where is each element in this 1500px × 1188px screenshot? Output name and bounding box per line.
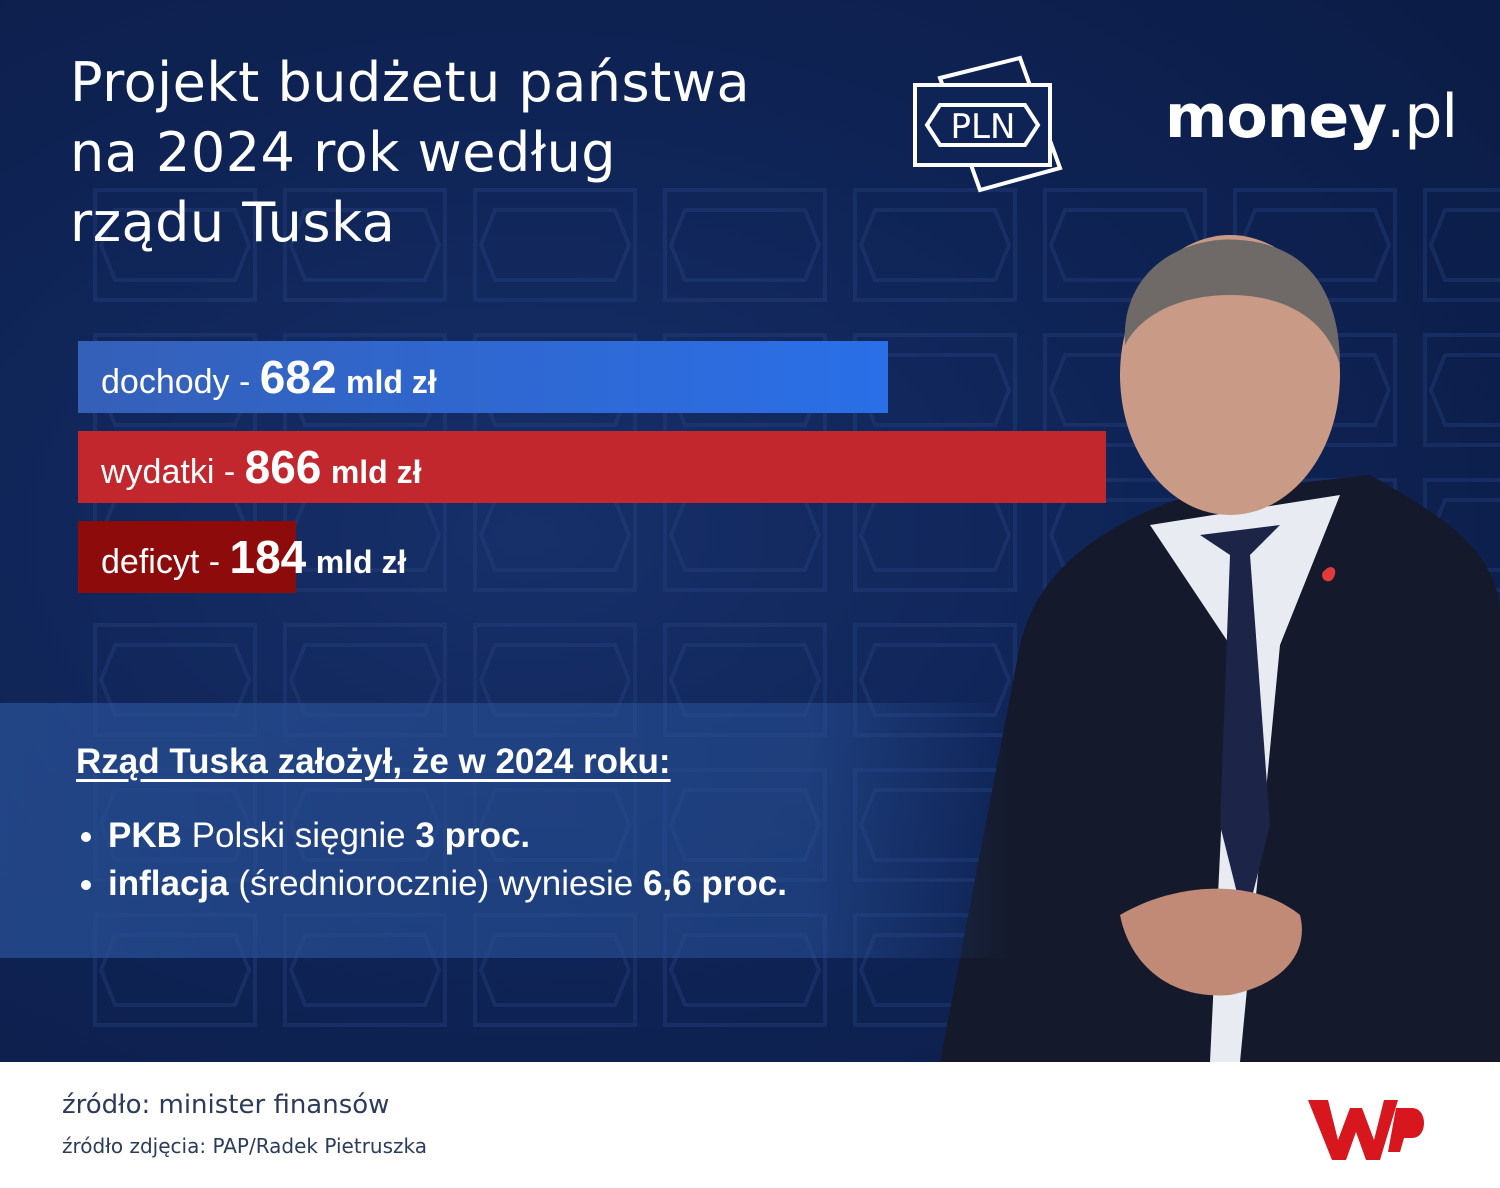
title-line: rządu Tuska <box>70 191 396 254</box>
pattern-tile <box>853 188 1017 302</box>
pattern-tile <box>473 188 637 302</box>
title: Projekt budżetu państwa na 2024 rok wedł… <box>70 48 750 258</box>
info-box: Rząd Tuska założył, że w 2024 roku: PKB … <box>76 742 787 908</box>
bullet-bold: 3 proc. <box>415 816 531 855</box>
info-band <box>0 703 1010 958</box>
bar-label: wydatki - 866 mld zł <box>101 431 421 503</box>
logo-suffix: .pl <box>1386 82 1458 152</box>
value-label: 682 <box>259 351 337 403</box>
value-label: 184 <box>229 531 307 583</box>
bar <box>78 431 1106 503</box>
separator: - <box>208 543 221 581</box>
footer: źródło: minister finansów źródło zdjęcia… <box>0 1062 1500 1188</box>
bullet: inflacja (średniorocznie) wyniesie 6,6 p… <box>108 860 787 908</box>
category: dochody <box>101 363 230 401</box>
info-heading: Rząd Tuska założył, że w 2024 roku: <box>76 742 671 781</box>
logo-main: money <box>1165 82 1387 152</box>
badge-text: PLN <box>951 107 1016 147</box>
bullet-bold: 6,6 proc. <box>642 864 787 903</box>
pattern-tile <box>663 188 827 302</box>
wp-logo <box>1308 1100 1424 1160</box>
separator: - <box>223 453 236 491</box>
logo: money.pl <box>1165 82 1458 152</box>
pattern-tile <box>93 188 257 302</box>
source: źródło: minister finansów <box>62 1090 390 1120</box>
unit: mld zł <box>315 544 407 580</box>
photo <box>940 235 1500 1062</box>
bar-label: dochody - 682 mld zł <box>101 341 437 413</box>
info-list: PKB Polski sięgnie 3 proc. inflacja (śre… <box>76 812 787 908</box>
bullet-text: Polski sięgnie <box>191 816 406 855</box>
bullet-bold: PKB <box>108 816 182 855</box>
title-line: Projekt budżetu państwa <box>70 51 751 114</box>
bar <box>78 341 888 413</box>
bullet-text: (średniorocznie) wyniesie <box>238 864 634 903</box>
separator: - <box>239 363 251 401</box>
pattern-tile <box>1423 333 1500 447</box>
value-label: 866 <box>244 441 322 493</box>
bar-label: deficyt - 184 mld zł <box>101 521 406 593</box>
unit: mld zł <box>330 454 422 490</box>
title-line: na 2024 rok według <box>70 121 617 184</box>
bullet: PKB Polski sięgnie 3 proc. <box>108 812 787 860</box>
photo-source: źródło zdjęcia: PAP/Radek Pietruszka <box>62 1134 427 1158</box>
pattern-tile <box>283 188 447 302</box>
unit: mld zł <box>345 364 437 400</box>
bullet-bold: inflacja <box>108 864 229 903</box>
category: deficyt <box>101 543 200 581</box>
pattern-tile <box>1423 188 1500 302</box>
currency-badge: PLN <box>913 55 1063 193</box>
category: wydatki <box>101 453 215 491</box>
bar <box>78 521 297 593</box>
